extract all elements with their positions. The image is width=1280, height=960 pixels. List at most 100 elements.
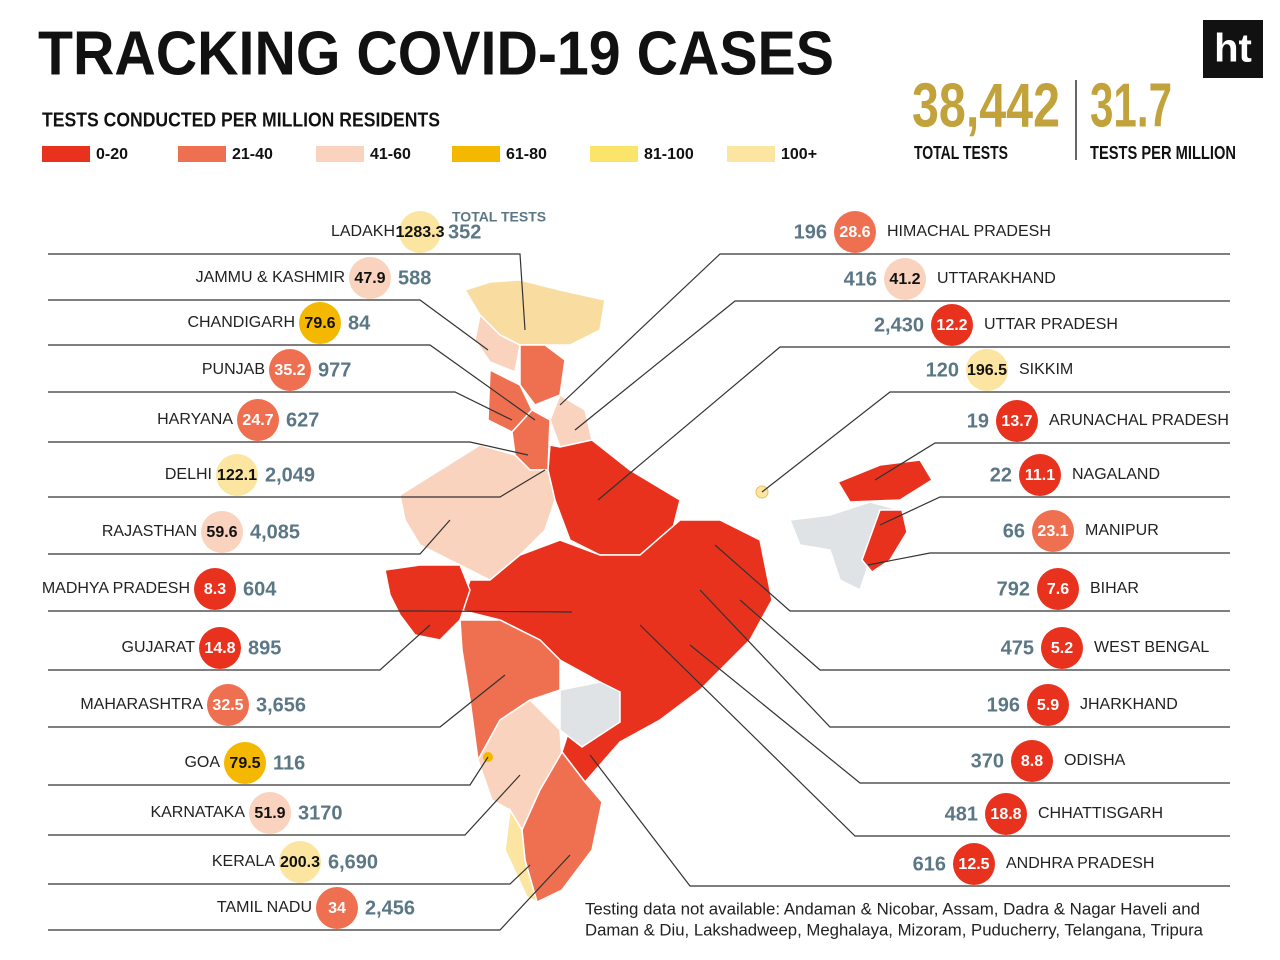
state-name: PUNJAB [202, 361, 265, 378]
per-million: 196.5 [967, 362, 1007, 379]
state-name: ARUNACHAL PRADESH [1049, 412, 1229, 429]
leader-line [761, 391, 1230, 493]
state-tests: 792 [997, 578, 1030, 600]
leader-line [48, 253, 526, 331]
legend-swatch [590, 146, 638, 162]
state-tests: 352 [448, 221, 481, 243]
per-million: 28.6 [839, 224, 870, 241]
per-million: 8.8 [1021, 753, 1043, 770]
state-name: CHANDIGARH [187, 314, 295, 331]
state-circle [931, 304, 973, 346]
leader-line [48, 624, 431, 671]
state-circle [1019, 454, 1061, 496]
per-million: 59.6 [206, 524, 237, 541]
state-name: HARYANA [157, 411, 233, 428]
leader-lines [48, 253, 1230, 931]
state-tests: 895 [248, 637, 281, 659]
legend-label: 81-100 [644, 146, 694, 163]
state-name: MADHYA PRADESH [42, 580, 190, 597]
leader-line [48, 756, 489, 786]
state-name: UTTARAKHAND [937, 270, 1056, 287]
state-name: WEST BENGAL [1094, 639, 1209, 656]
state-tests: 66 [1003, 520, 1025, 542]
leader-line [48, 299, 489, 351]
state-circle [884, 258, 926, 300]
state-name: JHARKHAND [1080, 696, 1178, 713]
state-tests: 627 [286, 409, 319, 431]
per-million: 79.6 [304, 315, 335, 332]
region [519, 344, 566, 406]
per-million: 13.7 [1001, 413, 1032, 430]
state-circle [1027, 684, 1069, 726]
legend-label: 61-80 [506, 146, 547, 163]
state-circle [216, 454, 258, 496]
footnote: Testing data not available: Andaman & Ni… [585, 899, 1200, 918]
leader-line [699, 589, 1230, 728]
leader-line [589, 754, 1230, 887]
region [459, 519, 773, 784]
state-tests: 3,656 [256, 694, 306, 716]
state-name: NAGALAND [1072, 466, 1160, 483]
state-name: KARNATAKA [150, 804, 245, 821]
region [836, 459, 934, 503]
state-tests: 416 [844, 268, 877, 290]
state-name: GOA [184, 754, 220, 771]
legend-swatch [452, 146, 500, 162]
state-circle [224, 742, 266, 784]
title: TRACKING COVID-19 CASES [38, 19, 834, 88]
state-tests: 22 [990, 464, 1012, 486]
state-circle [399, 211, 441, 253]
state-name: MAHARASHTRA [80, 696, 203, 713]
per-million: 7.6 [1047, 581, 1069, 598]
per-million: 35.2 [274, 362, 305, 379]
state-name: LADAKH [331, 223, 395, 240]
state-circle [249, 792, 291, 834]
state-name: ODISHA [1064, 752, 1126, 769]
state-circle [1037, 568, 1079, 610]
state-tests: 19 [967, 410, 989, 432]
state-name: GUJARAT [122, 639, 196, 656]
per-million: 32.5 [212, 697, 243, 714]
leader-line [48, 610, 573, 613]
state-rows: LADAKH 1283.3 352 JAMMU & KASHMIR 47.9 588 CHA… [42, 211, 1229, 929]
leader-line [874, 442, 1230, 481]
leader-line [879, 496, 1230, 526]
per-million: 12.5 [958, 856, 989, 873]
legend-swatch [727, 146, 775, 162]
state-name: UTTAR PRADESH [984, 316, 1118, 333]
leader-line [48, 469, 546, 498]
state-tests: 475 [1001, 637, 1034, 659]
per-million: 18.8 [990, 806, 1021, 823]
state-tests: 616 [913, 853, 946, 875]
per-million: 14.8 [204, 640, 235, 657]
state-tests: 977 [318, 359, 351, 381]
state-circle [237, 399, 279, 441]
leader-line [48, 854, 571, 931]
per-million: 1283.3 [396, 224, 445, 241]
leader-line [574, 300, 1230, 431]
state-circle [1011, 740, 1053, 782]
state-name: RAJASTHAN [102, 523, 197, 540]
state-circle [269, 349, 311, 391]
region [504, 807, 539, 904]
state-tests: 2,456 [365, 897, 415, 919]
subtitle: TESTS CONDUCTED PER MILLION RESIDENTS [42, 109, 440, 131]
leader-line [48, 674, 506, 728]
region [861, 509, 908, 573]
state-circle [194, 568, 236, 610]
state-circle [985, 793, 1027, 835]
state-circle [834, 211, 876, 253]
legend-label: 0-20 [96, 146, 128, 163]
per-million: 5.2 [1051, 640, 1073, 657]
leader-line [597, 346, 1230, 501]
state-tests: 3170 [298, 802, 343, 824]
per-million: 122.1 [217, 467, 257, 484]
per-million: 23.1 [1037, 523, 1068, 540]
logo: ht [1214, 27, 1252, 71]
state-name: CHHATTISGARH [1038, 805, 1163, 822]
legend-swatch [42, 146, 90, 162]
per-million: 12.2 [936, 317, 967, 334]
leader-line [689, 644, 1230, 784]
leader-line [559, 253, 1230, 406]
per-million: 34 [328, 900, 346, 917]
